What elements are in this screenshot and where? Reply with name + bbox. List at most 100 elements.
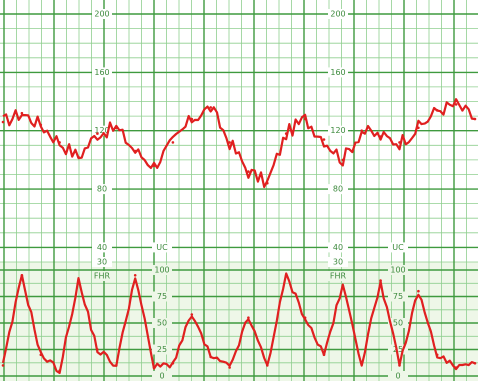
uc-scale-label-background xyxy=(152,291,172,302)
uc-scale-label: UC xyxy=(392,243,404,252)
uc-trace-point xyxy=(303,316,307,320)
fhr-trace-point xyxy=(115,126,118,130)
uc-scale-label-background xyxy=(152,242,172,253)
fhr-trace-point xyxy=(39,123,43,127)
uc-scale-label-background xyxy=(388,318,408,328)
uc-scale-label-background xyxy=(388,371,408,381)
uc-trace-point xyxy=(133,274,137,277)
uc-trace-point xyxy=(96,348,99,351)
uc-trace-point xyxy=(360,362,364,365)
fhr-trace-point xyxy=(20,111,24,115)
fhr-trace-point xyxy=(58,141,61,144)
traces xyxy=(1,98,477,375)
fhr-scale-label: 40 xyxy=(97,243,107,252)
uc-trace-point xyxy=(228,366,231,369)
fhr-trace-point xyxy=(417,126,420,130)
fhr-trace-point xyxy=(247,170,250,173)
uc-scale-label: 50 xyxy=(393,319,403,328)
uc-scale-label-background xyxy=(152,371,172,381)
fhr-trace-point xyxy=(435,109,439,112)
uc-trace-point xyxy=(266,364,269,367)
uc-trace-point xyxy=(473,362,477,365)
fhr-scale-label: 160 xyxy=(330,68,345,77)
uc-trace-point xyxy=(417,289,420,293)
fhr-trace-point xyxy=(1,120,5,124)
fhr-trace-point xyxy=(77,155,80,159)
fhr-trace-point xyxy=(322,138,326,141)
uc-trace-point xyxy=(379,279,382,282)
uc-trace-point xyxy=(152,366,156,369)
uc-trace xyxy=(1,272,476,375)
fhr-side-label-background xyxy=(328,271,348,281)
fhr-scale-label: 120 xyxy=(94,126,109,135)
uc-scale-label-background xyxy=(152,318,172,328)
uc-scale-label: 75 xyxy=(157,292,167,301)
fhr-scale-label: 30 xyxy=(333,258,343,267)
uc-trace-point xyxy=(341,284,345,288)
uc-trace-point xyxy=(115,364,118,367)
fhr-scale-label-background xyxy=(328,9,348,19)
uc-scale-label-background xyxy=(152,265,172,275)
fhr-scale-label: 200 xyxy=(330,10,345,19)
fhr-scale-label-background xyxy=(92,9,112,19)
uc-trace-point xyxy=(454,366,458,369)
fhr-trace-point xyxy=(454,103,458,106)
fhr-scale-label-background xyxy=(328,257,348,267)
uc-trace-point xyxy=(322,353,326,357)
fhr-trace-point xyxy=(379,135,382,138)
uc-scale-label: 75 xyxy=(393,292,403,301)
uc-scale-label-background xyxy=(388,242,408,253)
scale-labels: 200 160 120 80 40 30 200 160 120 80 40 30 FHR FHR UC 10… xyxy=(92,9,408,381)
fhr-trace-point xyxy=(341,158,345,162)
fhr-side-label-background xyxy=(92,271,112,281)
uc-trace-point xyxy=(58,369,61,373)
uc-trace-point xyxy=(1,364,5,367)
fhr-trace-point xyxy=(473,117,477,121)
fhr-trace-point xyxy=(284,132,288,135)
fhr-trace-point xyxy=(398,141,401,144)
fhr-side-label: FHR xyxy=(330,272,347,281)
uc-scale-label: 100 xyxy=(390,266,405,275)
fhr-trace-point xyxy=(303,117,307,121)
fhr-scale-label: 120 xyxy=(330,126,345,135)
uc-trace-point xyxy=(77,279,80,282)
fhr-trace-point xyxy=(171,141,175,144)
uc-trace-point xyxy=(435,353,439,357)
fhr-trace xyxy=(2,98,476,189)
uc-scale-label: 50 xyxy=(157,319,167,328)
fhr-scale-label-background xyxy=(92,67,112,78)
fhr-trace-point xyxy=(209,106,212,109)
fhr-scale-label: 80 xyxy=(333,185,343,194)
fhr-scale-label-background xyxy=(328,184,348,195)
fhr-scale-label: 200 xyxy=(94,10,109,19)
uc-scale-label: 25 xyxy=(157,345,167,354)
uc-scale-label: 0 xyxy=(159,372,164,381)
fhr-scale-label-background xyxy=(328,125,348,136)
fhr-trace-point xyxy=(152,164,156,167)
uc-trace-point xyxy=(398,364,401,367)
uc-trace-point xyxy=(284,274,288,277)
fhr-trace-point xyxy=(266,181,269,185)
fhr-scale-label-background xyxy=(92,125,112,136)
fhr-side-label: FHR xyxy=(94,272,111,281)
uc-trace-point xyxy=(20,274,24,277)
fhr-scale-label-background xyxy=(328,242,348,253)
fhr-trace-point xyxy=(96,132,99,135)
uc-scale-label: UC xyxy=(156,243,168,252)
fhr-scale-label-background xyxy=(92,257,112,267)
uc-trace-point xyxy=(190,313,194,316)
uc-scale-label-background xyxy=(388,344,408,355)
fhr-scale-label: 40 xyxy=(333,243,343,252)
uc-trace-point xyxy=(39,353,43,357)
uc-scale-label: 100 xyxy=(154,266,169,275)
uc-scale-label: 0 xyxy=(395,372,400,381)
fhr-trace-point xyxy=(360,129,364,132)
fhr-trace-point xyxy=(133,149,137,153)
uc-scale-label-background xyxy=(152,344,172,355)
fhr-scale-label-background xyxy=(92,242,112,253)
fhr-trace-point xyxy=(228,141,231,144)
fhr-scale-label: 160 xyxy=(94,68,109,77)
